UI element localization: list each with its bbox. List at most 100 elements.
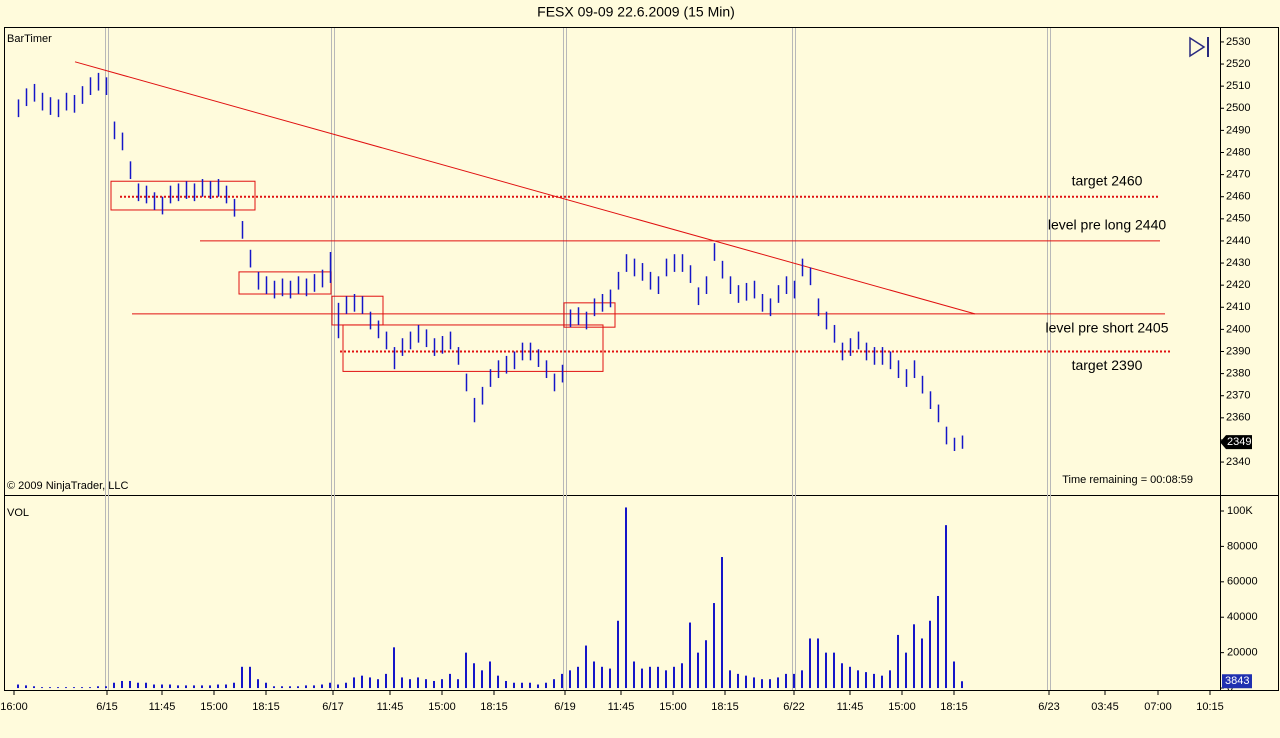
volume-bar [329,682,331,689]
volume-bar [713,603,715,689]
range-box [563,302,616,328]
volume-bar [497,675,499,689]
volume-bar [457,679,459,689]
y-tick-label: 2520 [1226,58,1250,70]
volume-bar [601,666,603,689]
volume-bar [265,682,267,689]
y-tick-label: 2380 [1226,368,1250,380]
y-tick-label: 100K [1227,505,1253,517]
volume-bar [441,679,443,689]
volume-bar [385,673,387,689]
volume-bar [449,673,451,689]
volume-bar [849,666,851,689]
volume-bar [689,622,691,689]
x-tick-label: 6/23 [1038,701,1059,713]
volume-bar [273,686,275,689]
volume-bar [569,670,571,689]
y-tick-label: 2530 [1226,36,1250,48]
x-tick-label: 11:45 [608,701,635,713]
x-tick-label: 11:45 [377,701,404,713]
volume-bar [825,652,827,689]
y-tick-label: 2510 [1226,80,1250,92]
last-price-marker [1220,435,1252,450]
volume-bar [433,680,435,689]
y-tick-label: 2340 [1226,456,1250,468]
volume-bar [65,687,67,689]
volume-bar [257,679,259,689]
y-tick-label: 2360 [1226,412,1250,424]
volume-bar [793,673,795,689]
y-tick-label: 60000 [1227,576,1258,588]
volume-bar [929,620,931,689]
volume-bar [153,684,155,689]
y-tick-label: 2470 [1226,169,1250,181]
volume-bar [753,677,755,689]
volume-bar [705,640,707,689]
volume-bar [33,686,35,689]
volume-bar [921,638,923,689]
x-tick-label: 18:15 [940,701,968,713]
indicator-label: BarTimer [7,33,52,45]
volume-bar [409,679,411,689]
last-volume-marker [1222,674,1252,689]
volume-bar [881,675,883,689]
play-icon[interactable] [1189,36,1209,58]
volume-bar [769,679,771,689]
y-tick-label: 2500 [1226,102,1250,114]
annotation-label: target 2460 [1072,172,1143,188]
y-tick-label: 2480 [1226,146,1250,158]
annotation-label: target 2390 [1072,357,1143,373]
volume-bar [281,686,283,689]
volume-bar [665,670,667,689]
volume-bar [49,687,51,689]
volume-bar [937,595,939,689]
range-box [110,180,256,211]
volume-bar [649,666,651,689]
trend-line [74,61,976,315]
volume-bar [113,682,115,689]
volume-bar [521,682,523,689]
annotation-label: level pre short 2405 [1046,320,1169,336]
volume-bar [225,684,227,689]
volume-bar [905,652,907,689]
volume-bar [505,680,507,689]
volume-bar [321,684,323,689]
volume-bar [873,673,875,689]
y-tick-label: 2440 [1226,235,1250,247]
volume-bar [193,685,195,689]
volume-bar [73,687,75,689]
volume-bar [801,670,803,689]
volume-bar [777,677,779,689]
volume-bar [809,638,811,689]
y-tick-label: 2410 [1226,301,1250,313]
range-box [342,324,604,372]
volume-bar [633,661,635,689]
x-tick-label: 16:00 [0,701,28,713]
volume-bar [177,685,179,689]
volume-bar [897,634,899,689]
x-tick-label: 15:00 [659,701,687,713]
volume-bar [161,684,163,689]
volume-bar [41,687,43,689]
volume-bar [961,681,963,689]
volume-bar [353,677,355,689]
volume-bar [425,679,427,689]
volume-bar [545,682,547,689]
volume-bar [489,661,491,689]
volume-bar [561,673,563,689]
volume-bar [745,675,747,689]
volume-bar [201,685,203,689]
volume-bar [137,682,139,689]
volume-bar [241,666,243,689]
volume-bar [57,687,59,689]
volume-bar [609,668,611,689]
x-tick-label: 6/22 [783,701,804,713]
last-volume-label: 3843 [1225,675,1249,687]
volume-bar [25,685,27,689]
volume-bar [697,652,699,689]
volume-bar [17,684,19,689]
y-tick-label: 2450 [1226,213,1250,225]
volume-bar [169,684,171,689]
